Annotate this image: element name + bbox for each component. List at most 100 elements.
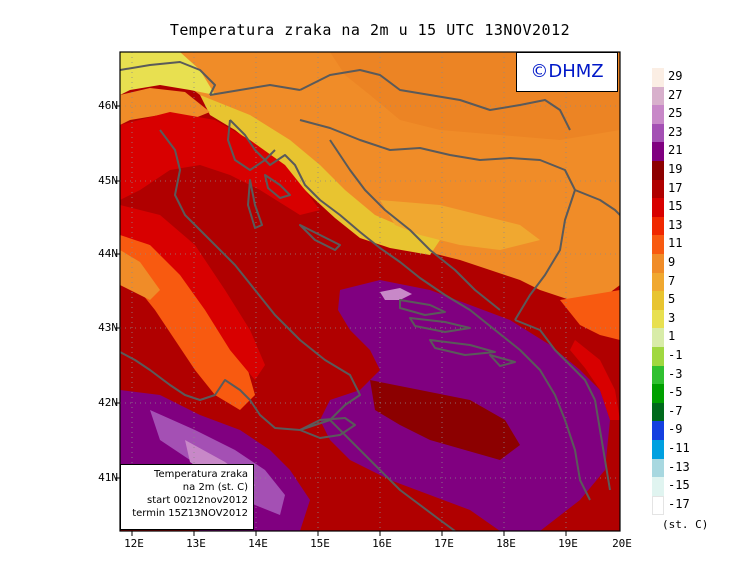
- legend-swatch: [652, 105, 664, 125]
- legend-label: -5: [668, 385, 683, 400]
- legend-swatch: [652, 161, 664, 181]
- slovenia-border: [209, 84, 301, 96]
- istria-coast: [227, 119, 276, 171]
- island-cres: [247, 179, 263, 229]
- lat-tick-label: 42N: [98, 396, 118, 409]
- bosnia-east-border: [514, 189, 576, 321]
- legend-label: 27: [668, 87, 683, 102]
- legend-swatch: [652, 421, 664, 441]
- coastlines-borders: [120, 61, 620, 531]
- island-mljet: [489, 354, 516, 367]
- lat-tick-label: 43N: [98, 321, 118, 334]
- lat-tick-label: 44N: [98, 247, 118, 260]
- legend-label: 21: [668, 143, 683, 158]
- legend-swatch: [652, 216, 664, 236]
- legend-label: 9: [668, 255, 676, 269]
- legend-swatch: [652, 477, 664, 497]
- map-frame: [119, 51, 621, 532]
- legend-swatch: [652, 198, 664, 218]
- bosnia-north-border: [299, 119, 576, 191]
- dhmz-watermark: ©DHMZ: [516, 52, 618, 92]
- legend-swatch: [652, 495, 664, 515]
- field-inland-yellow: [380, 200, 540, 250]
- legend-swatch: [652, 347, 664, 367]
- legend-label: -7: [668, 403, 683, 418]
- legend-swatch: [652, 179, 664, 199]
- lon-tick-label: 15E: [310, 537, 330, 550]
- legend-swatch: [652, 402, 664, 422]
- legend-swatch: [652, 458, 664, 478]
- field-italy-lightorange: [120, 250, 160, 300]
- legend-label: 17: [668, 180, 683, 195]
- legend-label: -13: [668, 459, 690, 474]
- legend-swatch: [652, 142, 664, 162]
- legend-label: -9: [668, 422, 683, 437]
- island-krk: [264, 174, 291, 199]
- legend-label: 29: [668, 69, 683, 83]
- legend-swatch: [652, 440, 664, 460]
- lon-tick-label: 20E: [612, 537, 632, 550]
- italy-heel-coast: [329, 419, 456, 531]
- island-pag: [299, 224, 341, 251]
- legend-label: -17: [668, 496, 690, 511]
- island-hvar: [409, 317, 471, 333]
- legend-label: 25: [668, 106, 683, 121]
- legend-swatch: [652, 86, 664, 106]
- x-axis-ticks: [131, 531, 567, 536]
- lat-tick-label: 45N: [98, 174, 118, 187]
- info-line: na 2m (st. C): [182, 482, 248, 493]
- field-coastal-yellow: [200, 95, 440, 255]
- legend-swatch: [652, 68, 664, 88]
- map-title: Temperatura zraka na 2m u 15 UTC 13NOV20…: [169, 21, 571, 39]
- legend-label: 19: [668, 162, 683, 176]
- lat-tick-label: 41N: [98, 471, 118, 484]
- legend-swatch: [652, 309, 664, 329]
- gargano: [299, 417, 356, 439]
- croatia-coast: [229, 119, 591, 501]
- albania-border: [594, 399, 611, 491]
- italy-east-coast: [120, 129, 361, 431]
- lon-tick-label: 19E: [558, 537, 578, 550]
- field-south-darkred: [370, 380, 520, 460]
- legend-label: 15: [668, 199, 683, 214]
- field-balkan-orange: [560, 290, 620, 340]
- legend-label: -1: [668, 348, 683, 362]
- field-island-violet: [380, 288, 412, 300]
- island-korcula: [429, 339, 496, 356]
- legend-label: 7: [668, 273, 676, 288]
- field-nw-yellow: [120, 52, 215, 95]
- northern-border: [299, 69, 571, 131]
- field-italy-red: [120, 205, 265, 380]
- info-line: termin 15Z13NOV2012: [132, 508, 248, 519]
- field-albania-red: [570, 340, 620, 420]
- legend-label: -11: [668, 441, 690, 455]
- legend-swatch: [652, 365, 664, 385]
- info-line: Temperatura zraka: [154, 469, 248, 480]
- legend-label: 13: [668, 217, 683, 232]
- island-brac: [399, 299, 446, 316]
- lon-tick-label: 12E: [124, 537, 144, 550]
- alps-border: [120, 61, 216, 96]
- legend-swatch: [652, 254, 664, 274]
- lon-tick-label: 16E: [372, 537, 392, 550]
- map-grid: [120, 52, 620, 531]
- info-box: Temperatura zraka na 2m (st. C) start 00…: [120, 464, 254, 530]
- legend-swatch: [652, 272, 664, 292]
- lat-tick-label: 46N: [98, 99, 118, 112]
- legend-label: -3: [668, 366, 683, 381]
- legend-swatch: [652, 328, 664, 348]
- legend-label: 23: [668, 124, 683, 139]
- info-line: start 00z12nov2012: [147, 495, 248, 506]
- serbia-border: [574, 189, 620, 216]
- legend-label: 3: [668, 310, 676, 325]
- lon-tick-label: 18E: [496, 537, 516, 550]
- legend-unit: (st. C): [662, 518, 709, 531]
- bosnia-west-border: [329, 139, 501, 311]
- legend-swatch: [652, 235, 664, 255]
- lon-tick-label: 14E: [248, 537, 268, 550]
- field-italy-orange: [120, 230, 255, 410]
- lon-tick-label: 13E: [186, 537, 206, 550]
- legend-label: 1: [668, 329, 676, 344]
- legend-label: 5: [668, 292, 676, 307]
